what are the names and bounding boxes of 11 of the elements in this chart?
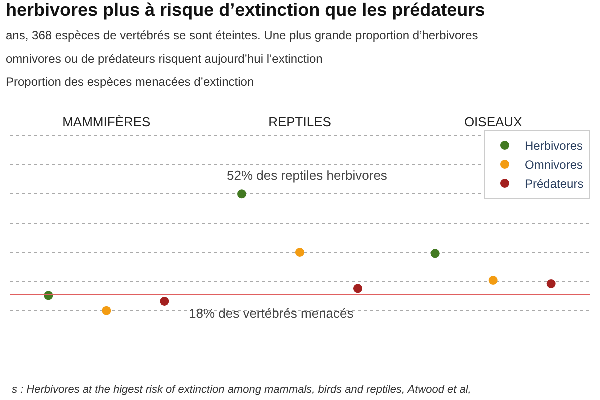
- x-tick-label: MAMMIFÈRES: [62, 114, 152, 130]
- chart-subtitle: ans, 368 espèces de vertébrés se sont éteintes. Une plus grande proportion d’herbivores omnivores ou de prédateurs risquent aujourd’hui l’extinction Proportion des espèces menacées d’extinction: [6, 28, 478, 90]
- ref-line-label: 18% des vertébrés menacés: [189, 306, 354, 321]
- legend-label: Omnivores: [525, 158, 584, 172]
- legend-label: Herbivores: [525, 139, 584, 154]
- legend-label: Prédateurs: [525, 177, 584, 192]
- chart-title: herbivores plus à risque d’extinction que les prédateurs: [6, 0, 486, 20]
- x-tick-label: REPTILES: [268, 114, 332, 130]
- x-tick-label: OISEAUX: [464, 114, 523, 130]
- text: s : Herbivores at the higest risk of extinction among mammals, birds and reptiles, Atwood et al,: [12, 384, 472, 396]
- text: 52% des reptiles herbivores: [227, 168, 388, 183]
